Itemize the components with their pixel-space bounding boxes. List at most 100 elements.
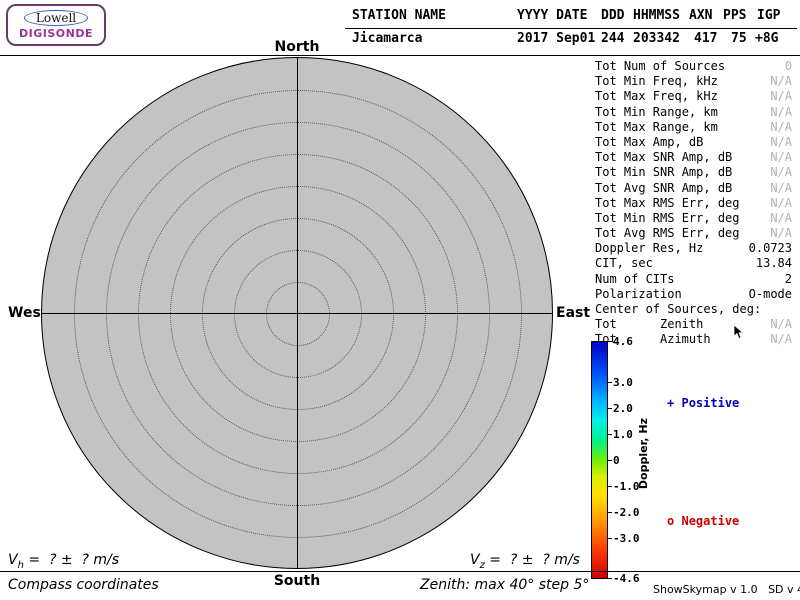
stat-label: Tot Max Freq, kHz bbox=[595, 89, 718, 104]
stat-value: N/A bbox=[770, 180, 792, 195]
pps-value: 75 bbox=[731, 31, 747, 46]
axn-value: 417 bbox=[694, 31, 718, 46]
stat-label: Doppler Res, Hz bbox=[595, 241, 704, 256]
station-name-value: Jicamarca bbox=[352, 31, 423, 46]
stat-label: Tot Max SNR Amp, dB bbox=[595, 150, 733, 165]
colorbar-tick-label: 1.0 bbox=[613, 428, 633, 441]
statistics-panel: Tot Num of Sources 0 Tot Min Freq, kHz N/A… bbox=[593, 59, 794, 348]
stat-label: Polarization bbox=[595, 286, 682, 301]
stat-row: Tot Avg SNR Amp, dB N/A bbox=[593, 181, 794, 196]
date-value: 2017 Sep01 bbox=[517, 31, 596, 46]
colorbar-tick-label: 3.0 bbox=[613, 376, 633, 389]
station-name-label: STATION NAME bbox=[352, 8, 446, 23]
header-divider-line bbox=[345, 28, 797, 29]
vz-value: = ? ± ? m/s bbox=[484, 552, 580, 568]
stat-row: Doppler Res, Hz 0.0723 bbox=[593, 241, 794, 256]
vh-velocity-readout: Vh = ? ± ? m/s bbox=[8, 552, 119, 571]
stat-label: Tot Min Range, km bbox=[595, 104, 718, 119]
vh-value: = ? ± ? m/s bbox=[23, 552, 120, 568]
logo-digisonde-text: DIGISONDE bbox=[19, 27, 93, 40]
stat-row: Tot Num of Sources 0 bbox=[593, 59, 794, 74]
doppler-colorbar bbox=[591, 341, 608, 579]
colorbar-tickmark bbox=[608, 408, 612, 409]
stat-value: N/A bbox=[770, 150, 792, 165]
zenith-ring-35deg bbox=[74, 90, 522, 538]
colorbar-tickmark bbox=[608, 512, 612, 513]
circle-marker-icon: o bbox=[667, 514, 675, 528]
stat-row: Center of Sources, deg: bbox=[593, 302, 794, 317]
colorbar-tick-label: 4.6 bbox=[613, 335, 633, 348]
colorbar-tickmark bbox=[608, 538, 612, 539]
ddd-label: DDD bbox=[601, 8, 625, 23]
stat-value: 13.84 bbox=[755, 256, 792, 271]
stat-row: Tot Zenith N/A bbox=[593, 317, 794, 332]
stat-label: Tot Max Range, km bbox=[595, 119, 718, 134]
stat-label: Tot Min Freq, kHz bbox=[595, 74, 718, 89]
stat-value: N/A bbox=[770, 317, 792, 332]
stat-value: N/A bbox=[770, 210, 792, 225]
lowell-digisonde-logo: Lowell DIGISONDE bbox=[6, 4, 106, 46]
vh-symbol: V bbox=[8, 552, 18, 568]
logo-lowell-text: Lowell bbox=[23, 10, 89, 26]
stat-value: N/A bbox=[770, 134, 792, 149]
stat-label: Tot bbox=[595, 317, 617, 332]
colorbar-axis-label: Doppler, Hz bbox=[637, 418, 650, 490]
stat-row: Tot Max SNR Amp, dB N/A bbox=[593, 150, 794, 165]
vz-subscript: z bbox=[479, 559, 485, 571]
skymap-polar-plot bbox=[41, 57, 553, 569]
legend-positive-label: Positive bbox=[681, 396, 740, 410]
stat-row: Tot Max Amp, dB N/A bbox=[593, 135, 794, 150]
colorbar-tickmark bbox=[608, 382, 612, 383]
legend-negative-label: Negative bbox=[681, 514, 740, 528]
stat-value: N/A bbox=[770, 74, 792, 89]
stat-label: Tot Avg SNR Amp, dB bbox=[595, 180, 733, 195]
compass-west-label: West bbox=[8, 305, 48, 321]
igp-value: +8G bbox=[755, 31, 779, 46]
stat-value: O-mode bbox=[748, 286, 792, 301]
stat-value: 0 bbox=[784, 59, 792, 73]
stat-label: Tot Min SNR Amp, dB bbox=[595, 165, 733, 180]
colorbar-tick-label: 2.0 bbox=[613, 402, 633, 415]
plus-marker-icon: + bbox=[667, 396, 675, 410]
top-separator-line bbox=[0, 55, 800, 56]
colorbar-tick-label: -3.0 bbox=[613, 532, 640, 545]
stat-row: Tot Max RMS Err, deg N/A bbox=[593, 196, 794, 211]
stat-label: Tot Min RMS Err, deg bbox=[595, 210, 740, 225]
stat-label: Tot Avg RMS Err, deg bbox=[595, 226, 740, 241]
stat-value: N/A bbox=[770, 332, 792, 347]
mouse-cursor bbox=[733, 324, 745, 340]
stat-value: 2 bbox=[784, 271, 792, 286]
stat-row: Tot Max Range, km N/A bbox=[593, 120, 794, 135]
compass-east-label: East bbox=[556, 305, 591, 321]
stat-label: Tot Max Amp, dB bbox=[595, 134, 704, 149]
coordinate-system-label: Compass coordinates bbox=[8, 577, 159, 593]
pps-label: PPS bbox=[723, 8, 747, 23]
legend-negative: o Negative bbox=[667, 514, 739, 528]
stat-row: Tot Min SNR Amp, dB N/A bbox=[593, 165, 794, 180]
stat-label: Num of CITs bbox=[595, 271, 675, 286]
east-west-axis-line bbox=[42, 313, 552, 314]
compass-north-label: North bbox=[274, 39, 320, 55]
stat-row: Tot Min RMS Err, deg N/A bbox=[593, 211, 794, 226]
stat-section-header: Center of Sources, deg: bbox=[595, 302, 762, 316]
vz-velocity-readout: Vz = ? ± ? m/s bbox=[470, 552, 580, 571]
compass-south-label: South bbox=[273, 573, 321, 589]
legend-positive: + Positive bbox=[667, 396, 739, 410]
stat-label: CIT, sec bbox=[595, 256, 653, 271]
stat-row: Polarization O-mode bbox=[593, 287, 794, 302]
vz-symbol: V bbox=[470, 552, 480, 568]
time-label: HHMMSS bbox=[633, 8, 680, 23]
colorbar-tick-label: -1.0 bbox=[613, 480, 640, 493]
colorbar-tickmark bbox=[608, 578, 612, 579]
zenith-scale-label: Zenith: max 40° step 5° bbox=[420, 577, 590, 593]
colorbar-tickmark bbox=[608, 341, 612, 342]
axn-label: AXN bbox=[689, 8, 713, 23]
stat-value: N/A bbox=[770, 226, 792, 241]
software-version-label: ShowSkymap v 1.0 SD v 4.2 bbox=[653, 583, 800, 596]
stat-value: N/A bbox=[770, 89, 792, 104]
stat-row: Num of CITs 2 bbox=[593, 272, 794, 287]
colorbar-tick-label: -4.6 bbox=[613, 572, 640, 585]
stat-label: Tot Max RMS Err, deg bbox=[595, 195, 740, 210]
time-value: 203342 bbox=[633, 31, 680, 46]
